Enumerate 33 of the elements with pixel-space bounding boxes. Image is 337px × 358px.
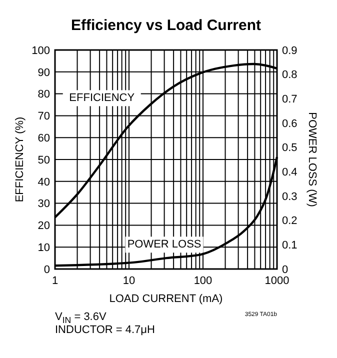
y2-tick-label: 0.9 [282,44,298,57]
y2-tick-label: 0.4 [282,166,298,179]
y2-tick-label: 0.7 [282,94,298,106]
y-tick-label: 80 [38,88,50,101]
x-tick-label: 1 [52,275,58,287]
x-tick-label: 1000 [264,275,290,287]
x-tick-label: 100 [194,275,212,287]
text: INDUCTOR = 4.7μH [55,324,156,336]
y2-tick-label: 0.1 [282,240,298,252]
y-tick-label: 20 [38,220,50,232]
y2-axis-title: POWER LOSS (W) [306,112,318,207]
series-label: EFFICIENCY [69,92,136,104]
series-label: POWER LOSS [127,238,202,251]
y-tick-label: 10 [38,242,50,254]
y2-tick-label: 0.8 [282,69,298,82]
y2-tick-label: 0 [282,264,288,276]
y-tick-label: 40 [38,176,50,188]
y-tick-label: 60 [38,132,50,144]
chart-title: Efficiency vs Load Current [70,17,262,34]
y-tick-label: 90 [38,66,50,79]
y-tick-label: 30 [38,198,50,210]
y2-tick-label: 0.6 [282,118,298,130]
x-axis-title: LOAD CURRENT (mA) [109,293,223,305]
y2-tick-label: 0.2 [282,215,298,228]
y-tick-label: 100 [32,44,50,57]
y-tick-label: 70 [38,110,50,123]
y-tick-label: 50 [38,154,50,166]
y2-tick-label: 0.5 [282,142,298,154]
x-tick-label: 10 [122,275,136,287]
y-axis-title: EFFICIENCY (%) [14,116,26,202]
y-tick-label: 0 [44,264,50,276]
y2-tick-label: 0.3 [282,190,298,203]
text: V$_{IN}$ = 3.6V [55,311,107,325]
